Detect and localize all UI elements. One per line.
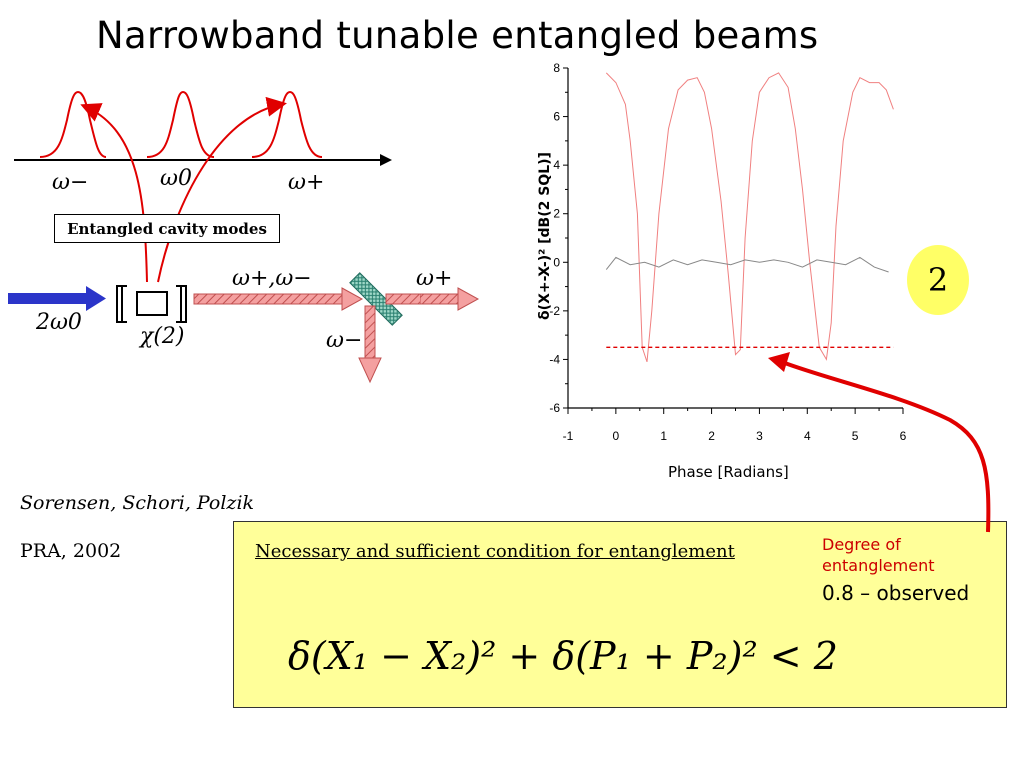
- label-omega-minus: ω−: [52, 170, 89, 195]
- y-tick-label: 2: [553, 207, 560, 221]
- y-tick-label: -6: [549, 401, 560, 415]
- reflected-beam: [364, 305, 376, 361]
- x-tick-label: 5: [852, 429, 859, 443]
- peak-omega-minus: [39, 90, 107, 158]
- label-beam-pair: ω+,ω−: [232, 266, 312, 291]
- output-beam: [193, 293, 345, 305]
- beamsplitter: [349, 272, 403, 326]
- peak-omega-plus: [251, 90, 323, 158]
- observed-value: 0.8 – observed: [822, 581, 970, 605]
- y-tick-label: 6: [553, 110, 560, 124]
- y-tick-label: 8: [553, 61, 560, 75]
- x-tick-label: 2: [708, 429, 715, 443]
- condition-label: Necessary and sufficient condition for e…: [255, 541, 735, 562]
- degree-label: Degree of entanglement: [822, 534, 935, 576]
- journal-reference: PRA, 2002: [20, 540, 122, 562]
- label-pump-frequency: 2ω0: [36, 310, 82, 335]
- x-tick-label: 3: [756, 429, 763, 443]
- degree-label-line2: entanglement: [822, 556, 935, 575]
- label-chi-two: χ(2): [140, 324, 185, 349]
- transmitted-arrow-tip: [420, 287, 480, 311]
- nonlinear-crystal: [136, 291, 168, 316]
- x-tick-label: 1: [660, 429, 667, 443]
- x-tick-label: 6: [900, 429, 907, 443]
- page-title: Narrowband tunable entangled beams: [96, 14, 819, 57]
- arrow-to-omega-plus: [157, 96, 287, 283]
- authors: Sorensen, Schori, Polzik: [20, 492, 255, 514]
- label-omega-zero: ω0: [160, 166, 192, 191]
- condition-box: [233, 521, 1007, 708]
- x-tick-label: 0: [613, 429, 620, 443]
- label-output-minus: ω−: [326, 328, 363, 353]
- arrow-to-omega-minus: [80, 103, 148, 283]
- slide-number-badge: 2: [907, 245, 969, 315]
- chart-y-axis-label: δ(X+-X-)² [dB(2 SQL)]: [537, 152, 553, 320]
- label-omega-plus: ω+: [288, 170, 325, 195]
- y-tick-label: 0: [553, 255, 560, 269]
- x-tick-label: -1: [563, 429, 574, 443]
- y-tick-label: 4: [553, 158, 560, 172]
- pump-arrow: [8, 293, 88, 304]
- degree-label-line1: Degree of: [822, 535, 901, 554]
- entanglement-formula: δ(X₁ − X₂)² + δ(P₁ + P₂)² < 2: [288, 634, 838, 678]
- series-line-0: [605, 72, 894, 363]
- label-output-plus: ω+: [416, 266, 453, 291]
- cavity-mirrors: [116, 285, 187, 323]
- x-tick-label: 4: [804, 429, 811, 443]
- transmitted-beam: [385, 293, 420, 305]
- entangled-cavity-modes-label: Entangled cavity modes: [54, 214, 280, 243]
- peak-omega-zero: [146, 90, 215, 158]
- series-line-1: [605, 256, 889, 273]
- entanglement-diagram: [8, 90, 420, 384]
- chart-x-axis-label: Phase [Radians]: [668, 463, 789, 481]
